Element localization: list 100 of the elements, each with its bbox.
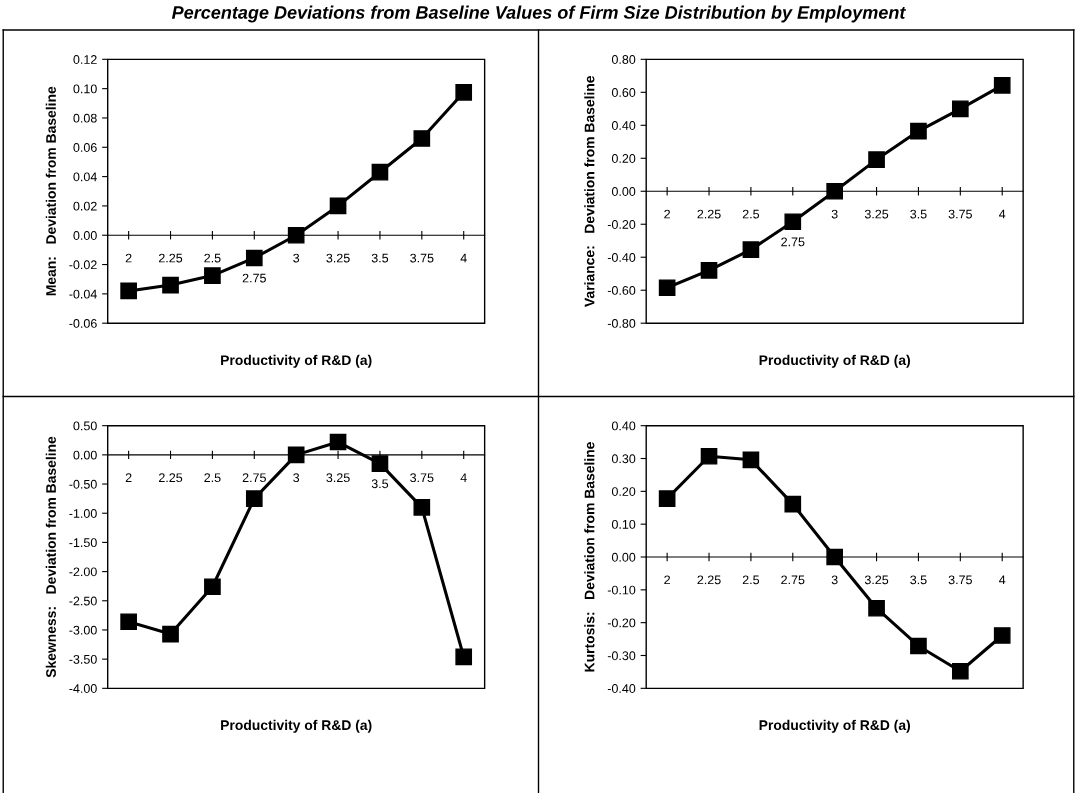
x-tick-label: 4 — [999, 209, 1006, 219]
point — [910, 637, 927, 655]
point — [287, 446, 305, 464]
point — [951, 100, 969, 118]
point — [700, 447, 718, 465]
y-tick-label: 0.06 — [73, 143, 97, 152]
y-tick-label: 0.02 — [73, 201, 97, 211]
point — [784, 213, 802, 231]
x-tick-label: 2.5 — [742, 209, 760, 219]
y-tick-label: 0.30 — [611, 454, 636, 464]
x-tick-label: 3.75 — [410, 473, 434, 483]
x-tick-label: 3 — [831, 209, 838, 219]
y-tick-label: -4.00 — [69, 684, 97, 693]
x-tick-label: 3.75 — [410, 253, 434, 263]
point — [413, 130, 431, 147]
point — [329, 197, 347, 215]
point — [120, 613, 137, 631]
y-tick-label: -0.60 — [607, 286, 636, 295]
point — [245, 490, 263, 507]
y-tick-label: -3.00 — [69, 625, 97, 635]
point — [245, 249, 263, 267]
x-tick-label: 2.25 — [158, 253, 183, 263]
y-tick-label: 0.20 — [611, 487, 636, 496]
y-tick-label: 0.12 — [73, 55, 97, 64]
point — [413, 499, 431, 516]
x-tick-label: 2.5 — [742, 575, 760, 585]
x-tick-label: 2.5 — [204, 253, 221, 263]
x-tick-label: 3.5 — [910, 209, 927, 219]
text: Percentage Deviations from Baseline Values of Firm Size Distribution by Employment — [171, 5, 907, 23]
y-tick-label: 0.04 — [73, 172, 97, 182]
y-tick-label: 0.00 — [611, 552, 636, 562]
y-tick-label: -0.40 — [607, 684, 636, 693]
x-axis-title: Productivity of R&D (a) — [221, 719, 372, 733]
point — [162, 276, 179, 294]
y-axis-title: Mean: Deviation from Baseline — [45, 86, 56, 296]
point — [658, 490, 676, 507]
point — [700, 262, 718, 279]
x-tick-label: 2 — [664, 575, 670, 585]
y-tick-label: -0.30 — [607, 651, 636, 661]
x-tick-label: 3.25 — [864, 209, 889, 219]
point — [826, 548, 844, 566]
x-tick-label: 3.75 — [948, 575, 972, 585]
y-tick-label: 0.10 — [73, 84, 97, 94]
point — [371, 163, 389, 181]
point — [826, 182, 844, 200]
x-tick-label: 3.25 — [326, 253, 350, 263]
x-tick-label: 2.25 — [697, 575, 721, 585]
x-tick-label: 2.75 — [781, 237, 805, 247]
x-tick-label: 3.5 — [910, 575, 927, 585]
point — [784, 495, 802, 513]
x-tick-label: 3.5 — [371, 253, 389, 263]
x-tick-label: 2.75 — [242, 473, 266, 483]
y-tick-label: -2.50 — [69, 596, 97, 606]
x-tick-label: 4 — [460, 473, 467, 482]
x-tick-label: 2.75 — [781, 575, 805, 585]
y-tick-label: -2.00 — [69, 567, 97, 577]
x-tick-label: 3.75 — [948, 209, 972, 219]
point — [455, 83, 473, 101]
x-tick-label: 2.5 — [204, 473, 221, 483]
y-tick-label: -0.80 — [607, 319, 636, 328]
point — [329, 433, 347, 451]
x-tick-label: 4 — [460, 253, 467, 263]
point — [204, 267, 221, 284]
point — [951, 662, 969, 680]
y-tick-label: 0.80 — [611, 55, 636, 64]
y-tick-label: -0.20 — [607, 618, 636, 628]
x-tick-label: 2 — [125, 253, 132, 263]
y-tick-label: 0.40 — [611, 421, 636, 431]
x-tick-label: 2 — [664, 209, 670, 219]
point — [868, 151, 885, 168]
y-tick-label: -0.02 — [69, 260, 97, 270]
point — [910, 122, 927, 140]
y-tick-label: 0.60 — [611, 88, 636, 97]
x-axis-title: Productivity of R&D (a) — [759, 354, 910, 368]
point — [120, 282, 137, 300]
x-tick-label: 2 — [125, 473, 132, 482]
y-tick-label: -0.06 — [69, 319, 97, 328]
y-tick-label: -0.20 — [607, 220, 636, 229]
point — [162, 625, 179, 643]
point — [993, 77, 1011, 94]
x-tick-label: 3.25 — [326, 473, 350, 483]
y-tick-label: 0.40 — [611, 121, 636, 130]
point — [742, 241, 760, 258]
y-tick-label: -0.40 — [607, 253, 636, 262]
y-tick-label: 0.20 — [611, 154, 636, 163]
x-tick-label: 3 — [831, 575, 838, 585]
x-tick-label: 2.25 — [697, 209, 721, 219]
y-tick-label: 0.08 — [73, 113, 97, 123]
y-axis-title: Variance: Deviation from Baseline — [584, 75, 595, 307]
x-tick-label: 2.25 — [158, 473, 183, 483]
point — [742, 451, 760, 469]
y-tick-label: 0.50 — [73, 421, 97, 431]
x-tick-label: 3.5 — [371, 479, 389, 489]
x-tick-label: 4 — [999, 575, 1006, 585]
y-tick-label: -3.50 — [69, 654, 97, 664]
point — [371, 455, 389, 472]
x-axis-title: Productivity of R&D (a) — [759, 719, 910, 733]
x-tick-label: 3.25 — [864, 575, 889, 585]
point — [868, 599, 885, 617]
y-tick-label: 0.00 — [73, 450, 97, 460]
